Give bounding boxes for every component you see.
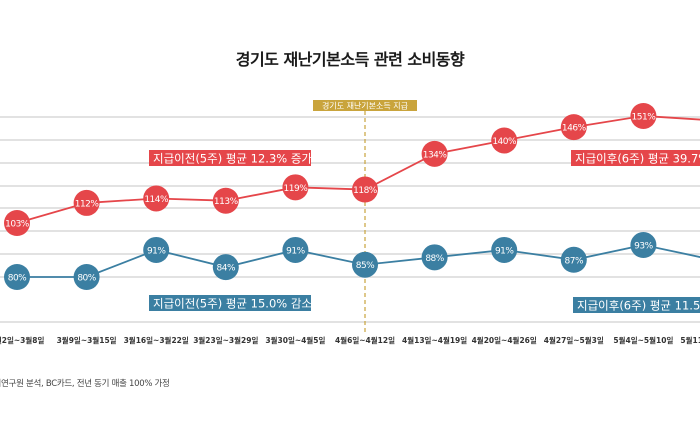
data-point <box>143 236 170 263</box>
average-annotation: 지급이전(5주) 평균 12.3% 증가 <box>153 152 312 166</box>
data-point <box>282 174 309 201</box>
x-tick-label: 3월30일~4월5일 <box>265 335 325 345</box>
data-point <box>73 264 100 290</box>
data-label: 113% <box>214 197 239 207</box>
data-label: 87% <box>565 256 584 266</box>
data-point <box>212 187 239 214</box>
data-point <box>491 127 518 154</box>
series-line <box>16 115 700 224</box>
data-label: 91% <box>147 246 166 256</box>
data-point <box>282 236 309 263</box>
data-label: 119% <box>284 184 309 194</box>
data-point <box>4 210 30 236</box>
x-tick-label: 4월13일~4월19일 <box>402 335 467 345</box>
average-annotation-box <box>149 150 311 166</box>
average-annotation: 지급이후(6주) 평균 11.5% 감소 <box>577 299 700 313</box>
data-label: 151% <box>632 112 657 122</box>
x-tick-label: 3월23일~3월29일 <box>193 335 258 345</box>
data-label: 93% <box>634 242 653 252</box>
x-tick-label: 5월4일~5월10일 <box>613 335 673 345</box>
data-label: 85% <box>356 261 375 271</box>
x-tick-label: 3월9일~3월15일 <box>57 335 117 345</box>
payment-marker-label: 경기도 재난기본소득 지급 <box>322 101 408 111</box>
data-point <box>421 140 448 167</box>
average-annotation-box <box>573 297 700 313</box>
data-point <box>352 251 378 278</box>
data-label: 114% <box>144 195 169 205</box>
data-label: 84% <box>217 264 236 274</box>
data-label: 140% <box>492 137 517 147</box>
data-point <box>491 236 518 263</box>
data-point <box>630 102 657 129</box>
payment-marker-box <box>313 100 417 111</box>
data-label: 80% <box>8 274 27 284</box>
data-point <box>560 114 587 141</box>
data-label: 146% <box>562 124 587 134</box>
data-label: 91% <box>495 246 514 256</box>
average-annotation-box <box>571 150 700 166</box>
data-label: 134% <box>423 150 448 160</box>
data-point <box>212 254 239 281</box>
data-point <box>630 232 657 259</box>
data-point <box>73 189 100 216</box>
data-label: 88% <box>425 254 444 264</box>
data-label: 118% <box>353 186 378 196</box>
data-point <box>4 264 30 290</box>
x-tick-label: 5월11일~5월17일 <box>680 335 700 345</box>
data-label: 112% <box>75 199 100 209</box>
source-note: 경기연구원 분석, BC카드, 전년 동기 매출 100% 가정 <box>0 379 170 389</box>
average-annotation: 지급이후(6주) 평균 39.7% 증가 <box>575 152 700 166</box>
x-tick-label: 3월2일~3월8일 <box>0 335 44 345</box>
data-label: 91% <box>286 246 305 256</box>
data-point <box>352 176 378 203</box>
data-point <box>560 246 587 273</box>
x-tick-label: 4월27일~5월3일 <box>544 335 604 345</box>
data-point <box>143 185 170 212</box>
x-tick-label: 4월6일~4월12일 <box>335 335 395 345</box>
data-label: 103% <box>5 220 30 230</box>
chart-title: 경기도 재난기본소득 관련 소비동향 <box>235 50 465 69</box>
x-tick-label: 3월16일~3월22일 <box>124 335 189 345</box>
x-tick-label: 4월20일~4월26일 <box>472 335 537 345</box>
average-annotation-box <box>149 295 311 311</box>
average-annotation: 지급이전(5주) 평균 15.0% 감소 <box>153 297 312 311</box>
data-label: 80% <box>77 274 96 284</box>
data-point <box>421 244 448 271</box>
